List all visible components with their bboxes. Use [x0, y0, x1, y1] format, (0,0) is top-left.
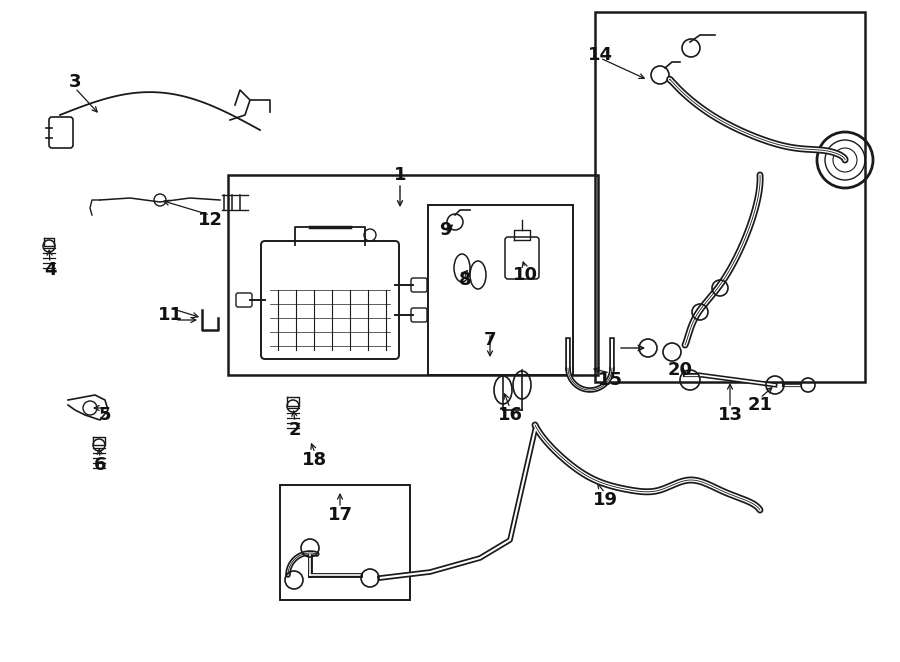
Text: 10: 10 — [512, 266, 537, 284]
Text: 2: 2 — [289, 421, 302, 439]
Text: 21: 21 — [748, 396, 772, 414]
Text: 7: 7 — [484, 331, 496, 349]
Text: 12: 12 — [197, 211, 222, 229]
Text: 6: 6 — [94, 456, 106, 474]
Text: 18: 18 — [302, 451, 328, 469]
Text: 3: 3 — [68, 73, 81, 91]
Text: 20: 20 — [668, 361, 692, 379]
Bar — [428, 205, 573, 375]
Text: 15: 15 — [598, 371, 623, 389]
Text: 16: 16 — [498, 406, 523, 424]
Bar — [228, 175, 598, 375]
Text: 19: 19 — [592, 491, 617, 509]
Text: 17: 17 — [328, 506, 353, 524]
Text: 11: 11 — [158, 306, 183, 324]
Text: 9: 9 — [439, 221, 451, 239]
Text: 5: 5 — [99, 406, 112, 424]
Text: 8: 8 — [459, 271, 472, 289]
Text: 1: 1 — [394, 166, 406, 184]
Bar — [595, 12, 865, 382]
Text: 4: 4 — [44, 261, 56, 279]
Text: 14: 14 — [588, 46, 613, 64]
Text: 13: 13 — [717, 406, 742, 424]
Bar — [280, 485, 410, 600]
